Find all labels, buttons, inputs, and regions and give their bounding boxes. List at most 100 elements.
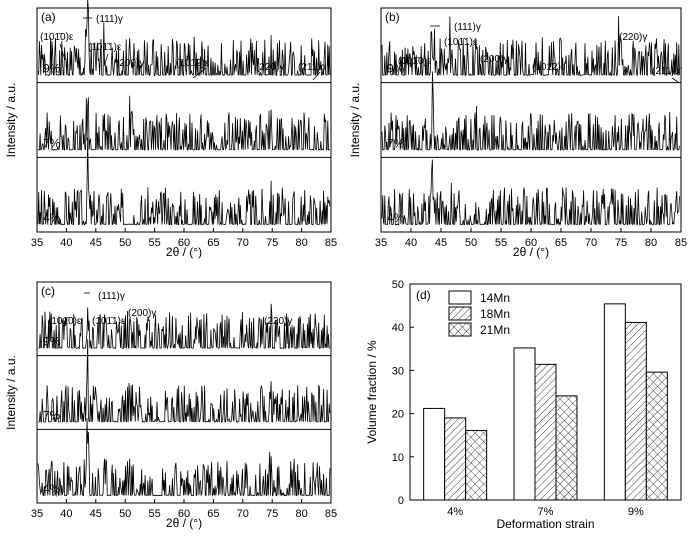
xrd-trace — [38, 303, 330, 350]
x-tick-label: 35 — [31, 237, 43, 249]
x-tick-label: 7% — [538, 506, 554, 518]
x-tick-label: 60 — [178, 508, 190, 520]
peak-index: (101̄0)ε — [40, 32, 74, 43]
bar — [534, 363, 557, 501]
peak-annotation: (200)γ — [116, 58, 144, 69]
plot-frame — [36, 7, 332, 233]
peak-annotation: (101̄1)ε — [88, 42, 122, 53]
x-tick-label: 85 — [325, 508, 337, 520]
x-tick-label: 75 — [266, 237, 278, 249]
x-tick-label: 40 — [405, 237, 417, 249]
x-tick-label: 9% — [628, 506, 644, 518]
x-tick-label: 75 — [266, 508, 278, 520]
peak-index: (101̄0)ε — [398, 56, 432, 67]
y-axis-label: Intensity / a.u. — [4, 355, 18, 430]
peak-index: (200)γ — [480, 54, 508, 65]
xrd-trace — [381, 16, 680, 77]
x-tick-label: 70 — [237, 237, 249, 249]
x-tick-label: 55 — [148, 237, 160, 249]
peak-annotation: (220)γ — [619, 32, 647, 43]
bar — [624, 321, 647, 501]
peak-index: (101̄0)ε — [48, 316, 82, 327]
peak-annotation: (101̄0)ε — [40, 32, 74, 43]
x-tick-label: 65 — [207, 508, 219, 520]
xrd-trace — [37, 339, 331, 423]
x-tick-label: 65 — [555, 237, 567, 249]
peak-annotation: (101̄1)ε — [92, 316, 126, 327]
xrd-panel-2: 9% 7% 4%35 40 45 50 55 60 65 70 75 80 85 2θ / (°) Inte… — [4, 281, 337, 530]
peak-index: (101̄1)ε — [444, 37, 478, 48]
y-tick-label: 40 — [392, 322, 404, 334]
x-tick-label: 50 — [119, 508, 131, 520]
x-tick-label: 45 — [90, 237, 102, 249]
y-tick-label: 50 — [392, 279, 404, 291]
bar — [603, 303, 626, 501]
xrd-trace — [37, 137, 331, 226]
x-tick-label: 45 — [90, 508, 102, 520]
peak-index: (101̄2)ε — [176, 58, 210, 69]
peak-annotation: (211)α' — [298, 62, 328, 73]
series-label: 9% — [43, 335, 61, 349]
bar — [513, 347, 536, 501]
series-label: 9% — [387, 62, 405, 76]
peak-index: (101̄1)ε — [92, 316, 126, 327]
y-tick-label: 20 — [392, 409, 404, 421]
series-label: 7% — [43, 136, 61, 150]
peak-annotation: (101̄1)ε — [444, 37, 478, 48]
x-tick-label: 75 — [615, 237, 627, 249]
peak-annotation: (111)γ — [98, 291, 125, 302]
peak-index: (101̄1)ε — [88, 42, 122, 53]
peak-annotation: (220)γ — [264, 316, 292, 327]
x-tick-label: 40 — [60, 508, 72, 520]
legend-swatch — [448, 306, 472, 321]
x-axis-label: 2θ / (°) — [513, 245, 549, 259]
peak-annotation: (101̄2)ε — [176, 58, 210, 69]
x-tick-label: 45 — [435, 237, 447, 249]
bar — [555, 395, 578, 501]
peak-index: (220)γ — [256, 62, 284, 73]
y-tick-label: 30 — [392, 365, 404, 377]
xrd-trace — [37, 95, 330, 152]
xrd-trace — [381, 159, 680, 227]
annotation-leader — [671, 77, 679, 83]
peak-index: (220)γ — [619, 32, 647, 43]
x-tick-label: 50 — [119, 237, 131, 249]
legend-label: 21Mn — [480, 323, 510, 337]
series-label: 7% — [387, 136, 405, 150]
peak-index: (200)γ — [128, 308, 156, 319]
y-axis-label: Intensity / a.u. — [4, 83, 18, 158]
peak-index: (111)γ — [98, 291, 125, 302]
peak-index: (200)γ — [116, 58, 144, 69]
panel-label: (a) — [41, 10, 56, 24]
peak-annotation: (200)γ — [128, 308, 156, 319]
xrd-panel-1: 9% 7% 4%35 40 45 50 55 60 65 70 75 80 85 2θ / (°) Inte… — [348, 7, 687, 259]
x-tick-label: 35 — [31, 508, 43, 520]
bar — [444, 417, 467, 501]
peak-index: (211)α' — [298, 62, 328, 73]
x-tick-label: 4% — [447, 506, 463, 518]
peak-annotation: (111)γ — [454, 22, 481, 33]
x-tick-label: 70 — [237, 508, 249, 520]
panel-label: (b) — [385, 10, 400, 24]
peak-annotation: (111)γ — [96, 14, 123, 25]
peak-annotation: (101̄0)ε — [48, 316, 82, 327]
series-label: 4% — [387, 211, 405, 225]
y-axis-label: Volume fraction / % — [365, 340, 379, 444]
legend-label: 14Mn — [480, 291, 510, 305]
xrd-trace — [37, 417, 331, 498]
x-axis-label: Deformation strain — [496, 517, 594, 531]
xrd-trace — [381, 71, 680, 152]
legend-swatch — [448, 322, 472, 337]
panel-label: (d) — [416, 288, 431, 302]
annotation-leader — [103, 53, 109, 67]
x-tick-label: 35 — [375, 237, 387, 249]
x-tick-label: 40 — [60, 237, 72, 249]
series-label: 7% — [43, 408, 61, 422]
x-tick-label: 80 — [295, 237, 307, 249]
bar-panel: 0 10 20 30 40 50 4% 7% 9% Deformation strain Volum… — [365, 279, 682, 531]
x-tick-label: 60 — [525, 237, 537, 249]
peak-annotation: (101̄2)ε — [532, 62, 566, 73]
xrd-panel-0: 9% 7% 4%35 40 45 50 55 60 65 70 75 80 85 2θ / (°) Inte… — [4, 0, 337, 259]
peak-index: (211)α' — [652, 66, 682, 77]
x-tick-label: 55 — [495, 237, 507, 249]
